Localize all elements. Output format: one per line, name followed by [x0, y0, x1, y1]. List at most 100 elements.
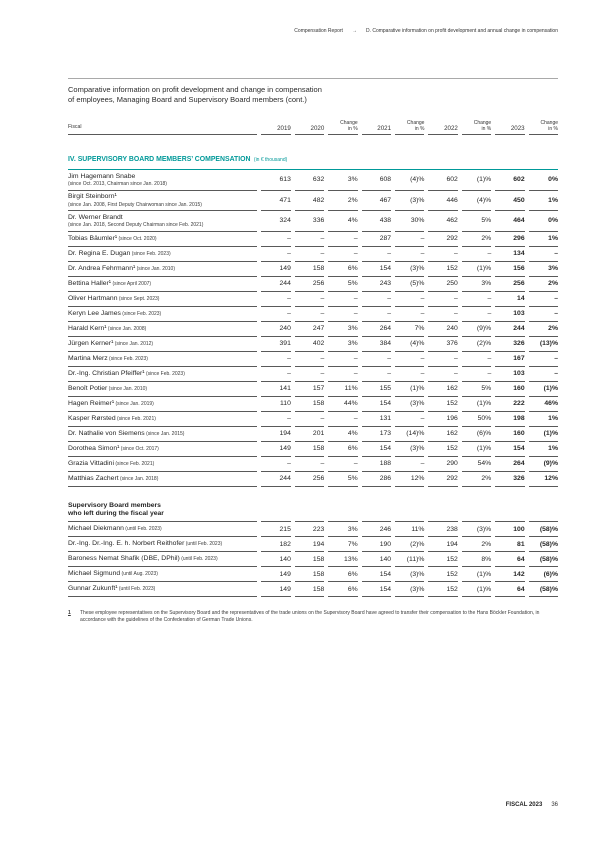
value-cell: 3%: [328, 322, 358, 337]
member-name-cell: Michael Diekmann (until Feb. 2023): [68, 522, 258, 537]
value-cell: 154: [361, 262, 392, 277]
empty-header-cell: [395, 500, 425, 522]
year-column-header: 2022: [428, 118, 458, 135]
table-row: Tobias Bäumler¹ (since Oct. 2020) – – –287–…: [68, 232, 558, 247]
value-cell: 149: [261, 582, 291, 597]
member-name: Baroness Nemat Shafik (DBE, DPhil): [68, 555, 180, 562]
value-cell: 149: [261, 442, 291, 457]
value-cell: 264: [495, 457, 525, 472]
value-cell: 402: [294, 337, 325, 352]
value-cell: 152: [428, 582, 458, 597]
value-cell: 6%: [328, 582, 358, 597]
value-cell: 11%: [395, 522, 425, 537]
value-cell: –: [261, 367, 291, 382]
value-cell: 158: [294, 567, 325, 582]
value-cell: 2%: [328, 191, 358, 211]
table-row: Jim Hagemann Snabe (since Oct. 2013, Chai…: [68, 170, 558, 191]
value-cell: 244: [261, 472, 291, 487]
member-tenure: (since Jan. 2012): [113, 340, 154, 347]
column-header-top: Change: [540, 120, 558, 126]
member-tenure: (since Feb. 2023): [144, 370, 185, 377]
value-cell: –: [294, 412, 325, 427]
value-cell: 8%: [461, 552, 492, 567]
value-cell: –: [261, 412, 291, 427]
value-cell: –: [261, 457, 291, 472]
value-cell: –: [294, 367, 325, 382]
member-tenure: (since Oct. 2017): [119, 445, 159, 452]
member-tenure: (since Oct. 2013, Chairman since Jan. 20…: [68, 181, 167, 187]
value-cell: –: [461, 292, 492, 307]
value-cell: 5%: [461, 382, 492, 397]
value-cell: 438: [361, 211, 392, 232]
value-cell: (1)%: [395, 382, 425, 397]
value-cell: (14)%: [395, 427, 425, 442]
table-row: Gunnar Zukunft¹ (until Feb. 2023) 149 158 6…: [68, 582, 558, 597]
value-cell: 613: [261, 170, 291, 191]
column-header-bottom: 2023: [510, 124, 525, 132]
value-cell: 194: [428, 537, 458, 552]
value-cell: 240: [261, 322, 291, 337]
year-column-header: 2023: [495, 118, 525, 135]
column-header-top: Change: [340, 120, 358, 126]
value-cell: 12%: [528, 472, 558, 487]
value-cell: 54%: [461, 457, 492, 472]
footer-report-label: FISCAL 2023: [505, 802, 543, 808]
value-cell: 11%: [328, 382, 358, 397]
subsection-title-line2: who left during the fiscal year: [68, 510, 164, 517]
member-name: Bettina Haller¹: [68, 279, 112, 287]
value-cell: 4%: [328, 211, 358, 232]
value-cell: 3%: [528, 262, 558, 277]
value-cell: 482: [294, 191, 325, 211]
value-cell: –: [361, 307, 392, 322]
value-cell: 1%: [528, 232, 558, 247]
member-name: Matthias Zachert: [68, 474, 119, 482]
value-cell: 158: [294, 552, 325, 567]
value-cell: 50%: [461, 412, 492, 427]
member-name-cell: Matthias Zachert (since Jan. 2018): [68, 472, 258, 487]
value-cell: –: [528, 307, 558, 322]
value-cell: 326: [495, 472, 525, 487]
member-name-cell: Dr. Werner Brandt (since Jan. 2018, Secon…: [68, 211, 258, 232]
value-cell: 2%: [528, 322, 558, 337]
running-header-chapter: D. Comparative information on profit dev…: [365, 28, 558, 34]
table-row: Dr. Nathalie von Siemens (since Jan. 201…: [68, 427, 558, 442]
value-cell: –: [361, 292, 392, 307]
value-cell: –: [328, 457, 358, 472]
member-name-cell: Hagen Reimer¹ (since Jan. 2019): [68, 397, 258, 412]
value-cell: –: [294, 352, 325, 367]
column-header-top: Change: [473, 120, 492, 126]
empty-header-cell: [361, 500, 392, 522]
value-cell: 250: [428, 277, 458, 292]
value-cell: 154: [361, 567, 392, 582]
value-cell: (1)%: [461, 567, 492, 582]
value-cell: (4)%: [395, 170, 425, 191]
member-name: Gunnar Zukunft¹: [68, 585, 118, 592]
column-header-bottom: 2019: [277, 124, 291, 132]
value-cell: 296: [495, 232, 525, 247]
running-header-report-title: Compensation Report: [294, 28, 343, 34]
member-tenure: (until Feb. 2023): [179, 556, 218, 562]
value-cell: 244: [495, 322, 525, 337]
value-cell: 240: [428, 322, 458, 337]
table-row: Oliver Hartmann (since Sept. 2023) – – – – – –…: [68, 292, 558, 307]
empty-header-cell: [461, 500, 492, 522]
value-cell: 292: [428, 472, 458, 487]
column-header-bottom: 2021: [377, 124, 392, 132]
top-divider: [68, 78, 558, 79]
value-cell: 1%: [528, 412, 558, 427]
page-title: Comparative information on profit develo…: [68, 85, 558, 104]
member-name: Dr. Nathalie von Siemens: [68, 429, 145, 437]
value-cell: 215: [261, 522, 291, 537]
member-tenure: (until Feb. 2023): [117, 586, 156, 592]
value-cell: –: [361, 367, 392, 382]
year-column-header: Change in %: [528, 118, 558, 135]
value-cell: 602: [495, 170, 525, 191]
value-cell: (4)%: [461, 191, 492, 211]
member-tenure: (since Feb. 2023): [107, 355, 148, 362]
value-cell: (5)%: [395, 277, 425, 292]
value-cell: 201: [294, 427, 325, 442]
table-row: Benoît Potier (since Jan. 2010) 141 157 11%…: [68, 382, 558, 397]
empty-header-cell: [261, 500, 291, 522]
value-cell: –: [395, 352, 425, 367]
value-cell: 100: [495, 522, 525, 537]
